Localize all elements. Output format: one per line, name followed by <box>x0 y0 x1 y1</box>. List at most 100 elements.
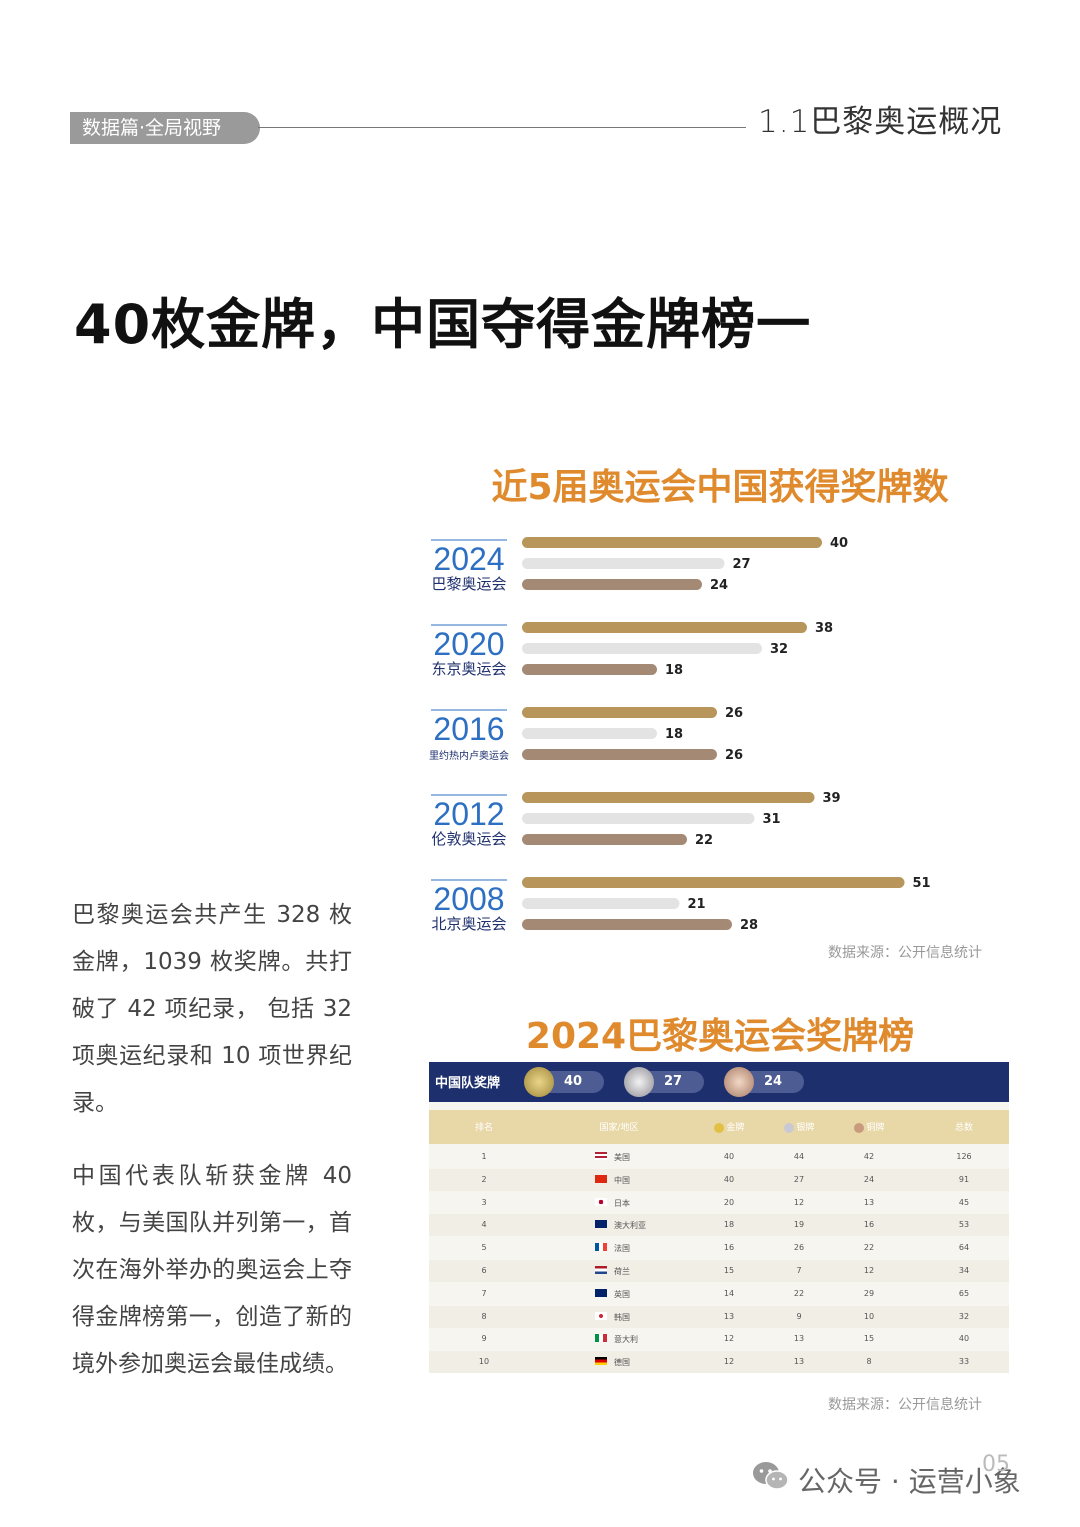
cell-total: 53 <box>958 1220 970 1230</box>
silver-total: 27 <box>664 1074 683 1089</box>
gold-total: 40 <box>564 1074 583 1089</box>
flag-icon <box>595 1152 607 1160</box>
header-rule <box>258 127 746 128</box>
cell-silver: 9 <box>796 1311 802 1321</box>
flag-icon <box>595 1174 607 1183</box>
table-row: 5 法国 16 26 22 64 <box>429 1237 1009 1259</box>
bronze-bar <box>522 834 687 845</box>
cell-country: 日本 <box>614 1198 630 1208</box>
cell-bronze: 10 <box>863 1311 875 1321</box>
games-label: 巴黎奥运会 <box>431 575 506 593</box>
table-row: 1 美国 40 44 42 126 <box>429 1146 1009 1168</box>
cell-rank: 8 <box>481 1311 487 1321</box>
cell-gold: 14 <box>723 1288 735 1298</box>
medal-table-header-bar: 中国队奖牌 40 27 24 <box>429 1062 1009 1102</box>
cell-country: 美国 <box>614 1153 630 1162</box>
bronze-value-label: 24 <box>710 578 728 593</box>
silver-value-label: 27 <box>733 557 751 572</box>
games-label: 东京奥运会 <box>431 660 506 678</box>
flag-icon <box>595 1334 607 1343</box>
cell-silver: 7 <box>796 1266 802 1275</box>
col-bronze: 铜牌 <box>849 1120 889 1133</box>
cell-total: 33 <box>958 1357 970 1367</box>
flag-icon <box>595 1288 607 1297</box>
cell-country: 荷兰 <box>614 1267 630 1276</box>
cell-country: 英国 <box>614 1289 630 1299</box>
cell-rank: 9 <box>481 1334 487 1344</box>
year-label: 2024 <box>433 541 504 577</box>
bronze-bar <box>522 579 702 590</box>
bronze-value-label: 28 <box>740 918 758 933</box>
team-label: 中国队奖牌 <box>435 1076 501 1091</box>
cell-total: 40 <box>958 1334 970 1344</box>
gold-value-label: 38 <box>815 621 833 636</box>
silver-total-pill: 27 <box>624 1067 704 1097</box>
cell-gold: 16 <box>723 1243 735 1253</box>
cell-gold: 12 <box>723 1334 735 1344</box>
cell-bronze: 16 <box>863 1220 875 1230</box>
col-rank: 排名 <box>474 1123 493 1133</box>
year-label: 2012 <box>433 796 504 832</box>
flag-icon <box>595 1266 607 1274</box>
gold-bar <box>522 877 905 888</box>
cell-bronze: 22 <box>863 1243 875 1253</box>
silver-bar <box>522 728 657 739</box>
silver-value-label: 31 <box>763 812 781 827</box>
cell-silver: 12 <box>793 1197 805 1207</box>
cell-bronze: 24 <box>863 1174 875 1184</box>
cell-rank: 6 <box>481 1266 487 1275</box>
bronze-value-label: 18 <box>665 663 683 678</box>
cell-rank: 4 <box>481 1220 487 1230</box>
gold-value-label: 26 <box>725 706 743 721</box>
flag-icon <box>595 1197 607 1206</box>
cell-silver: 27 <box>793 1174 805 1184</box>
bronze-medal-icon <box>853 1122 864 1133</box>
wechat-icon <box>753 1462 789 1490</box>
silver-medal-icon <box>624 1067 654 1097</box>
silver-bar <box>522 558 725 569</box>
page-headline: 40枚金牌，中国夺得金牌榜一 <box>74 293 812 356</box>
cell-total: 34 <box>958 1266 970 1275</box>
cell-gold: 13 <box>723 1311 735 1321</box>
games-label: 里约热内卢奥运会 <box>429 749 509 762</box>
gold-value-label: 40 <box>830 536 848 551</box>
cell-silver: 44 <box>793 1152 805 1161</box>
cell-gold: 12 <box>723 1357 735 1367</box>
gold-medal-icon <box>524 1067 554 1097</box>
cell-rank: 1 <box>481 1152 487 1161</box>
page-number: 05 <box>982 1452 1010 1477</box>
bronze-total: 24 <box>764 1074 783 1089</box>
cell-bronze: 29 <box>863 1288 875 1298</box>
col-silver: 银牌 <box>779 1120 819 1133</box>
gold-medal-icon <box>713 1122 724 1133</box>
table-row: 6 荷兰 15 7 12 34 <box>429 1260 1009 1282</box>
table-row: 4 澳大利亚 18 19 16 53 <box>429 1214 1009 1237</box>
medal-table-source: 数据来源：公开信息统计 <box>828 1397 982 1413</box>
year-label: 2020 <box>433 626 504 662</box>
table-row: 3 日本 20 12 13 45 <box>429 1192 1009 1214</box>
silver-medal-icon <box>783 1122 794 1133</box>
flag-icon <box>595 1220 607 1229</box>
chart-source: 数据来源：公开信息统计 <box>828 945 982 961</box>
table-row: 2 中国 40 27 24 91 <box>429 1168 1009 1191</box>
col-gold: 金牌 <box>709 1120 749 1133</box>
cell-silver: 26 <box>793 1243 805 1253</box>
col-total: 总数 <box>954 1123 973 1133</box>
silver-value-label: 32 <box>770 642 788 657</box>
cell-country: 法国 <box>614 1244 630 1254</box>
cell-rank: 2 <box>481 1174 487 1184</box>
cell-bronze: 15 <box>863 1334 875 1344</box>
cell-silver: 19 <box>793 1220 805 1230</box>
col-country: 国家/地区 <box>599 1123 639 1133</box>
silver-bar <box>522 813 755 824</box>
games-label: 伦敦奥运会 <box>431 830 506 848</box>
body-paragraph-1: 巴黎奥运会共产生 328 枚金牌，1039 枚奖牌。共打破了 42 项纪录， 包… <box>72 902 352 1116</box>
games-label: 北京奥运会 <box>431 915 506 933</box>
gold-bar <box>522 707 717 718</box>
year-label: 2016 <box>433 711 504 747</box>
cell-country: 中国 <box>614 1175 630 1185</box>
cell-bronze: 13 <box>863 1197 875 1207</box>
silver-bar <box>522 643 762 654</box>
flag-icon <box>595 1311 607 1320</box>
